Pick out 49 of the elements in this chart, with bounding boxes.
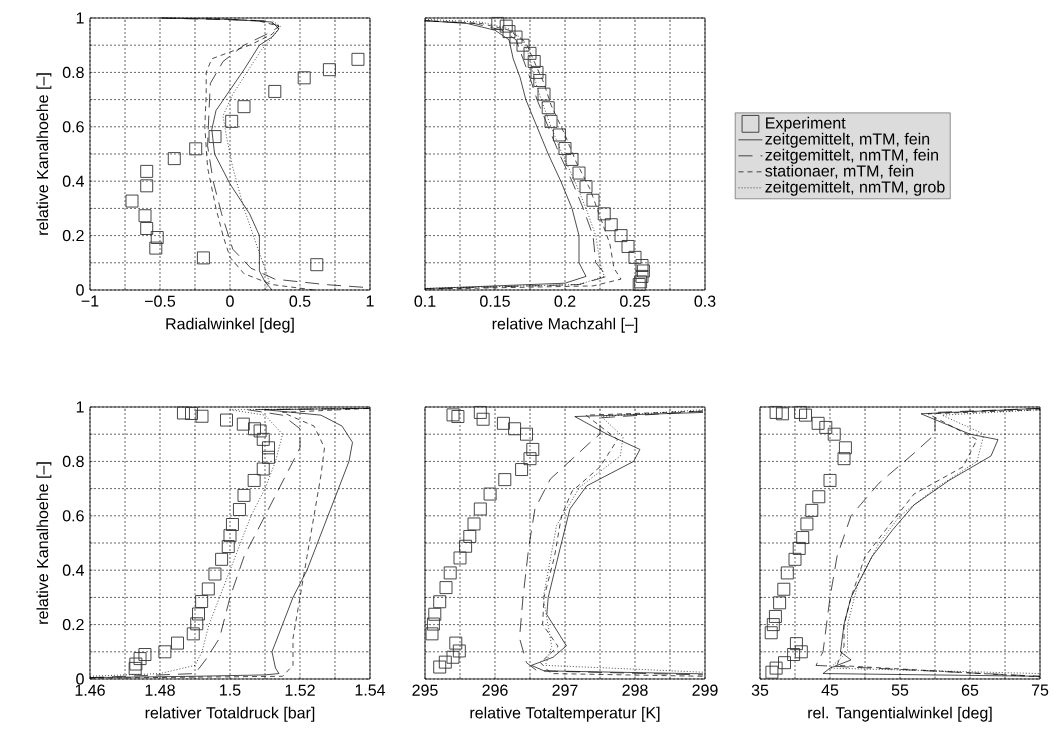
x-tick-label: 296 xyxy=(482,684,508,696)
y-tick-label: 1 xyxy=(76,401,84,413)
y-tick-label: 0.2 xyxy=(62,618,84,631)
y-tick-label: 0.8 xyxy=(62,66,84,79)
y-tick-label: 0.4 xyxy=(62,175,84,187)
x-tick-label: 1.48 xyxy=(145,684,175,696)
y-axis-title: relative Kanalhoehe [–] xyxy=(36,73,52,235)
x-tick-label: 65 xyxy=(961,684,979,696)
y-tick-label: 0.8 xyxy=(62,455,84,468)
legend-label: zeitgemittelt, nmTM, grob xyxy=(765,180,945,196)
y-tick-label: 0.2 xyxy=(62,229,84,242)
y-axis-title: relative Kanalhoehe [–] xyxy=(36,462,52,624)
legend-label: Experiment xyxy=(766,116,846,132)
x-tick-label: 1.54 xyxy=(355,684,386,696)
legend-label: zeitgemittelt, mTM, fein xyxy=(765,132,930,148)
x-axis-title: rel. Tangentialwinkel [deg] xyxy=(808,706,992,722)
y-tick-label: 0.4 xyxy=(62,564,84,576)
x-tick-label: 1.52 xyxy=(285,684,315,696)
x-tick-label: 0.3 xyxy=(694,295,716,307)
x-tick-label: 45 xyxy=(821,684,839,696)
x-tick-label: 55 xyxy=(891,684,909,696)
x-tick-label: 295 xyxy=(412,684,438,696)
y-tick-label: 0 xyxy=(76,673,84,685)
legend-label: stationaer, mTM, fein xyxy=(765,164,914,179)
y-tick-label: 0.6 xyxy=(62,510,84,522)
y-tick-label: 1 xyxy=(76,12,84,24)
x-tick-label: −1 xyxy=(81,295,99,307)
x-axis-title: relative Machzahl [–] xyxy=(492,317,638,333)
x-tick-label: 298 xyxy=(622,684,648,696)
x-axis-title: relativer Totaldruck [bar] xyxy=(145,706,315,722)
x-tick-label: −0.5 xyxy=(144,295,176,307)
x-tick-label: 0 xyxy=(226,295,234,307)
x-axis-title: relative Totaltemperatur [K] xyxy=(470,706,660,722)
x-tick-label: 0.2 xyxy=(554,295,576,307)
x-tick-label: 1.46 xyxy=(75,684,105,696)
x-tick-label: 1 xyxy=(366,295,374,307)
x-tick-label: 299 xyxy=(692,684,718,696)
x-tick-label: 0.15 xyxy=(480,295,510,307)
x-tick-label: 35 xyxy=(751,684,769,696)
y-tick-label: 0 xyxy=(76,284,84,296)
x-tick-label: 0.25 xyxy=(620,295,650,307)
x-axis-title: Radialwinkel [deg] xyxy=(166,317,294,333)
x-tick-label: 1.5 xyxy=(220,684,241,696)
x-tick-label: 75 xyxy=(1031,684,1049,696)
legend-label: zeitgemittelt, nmTM, fein xyxy=(765,148,938,164)
x-tick-label: 0.1 xyxy=(414,295,436,307)
x-tick-label: 297 xyxy=(552,684,578,696)
y-tick-label: 0.6 xyxy=(62,121,84,133)
x-tick-label: 0.5 xyxy=(289,295,311,307)
